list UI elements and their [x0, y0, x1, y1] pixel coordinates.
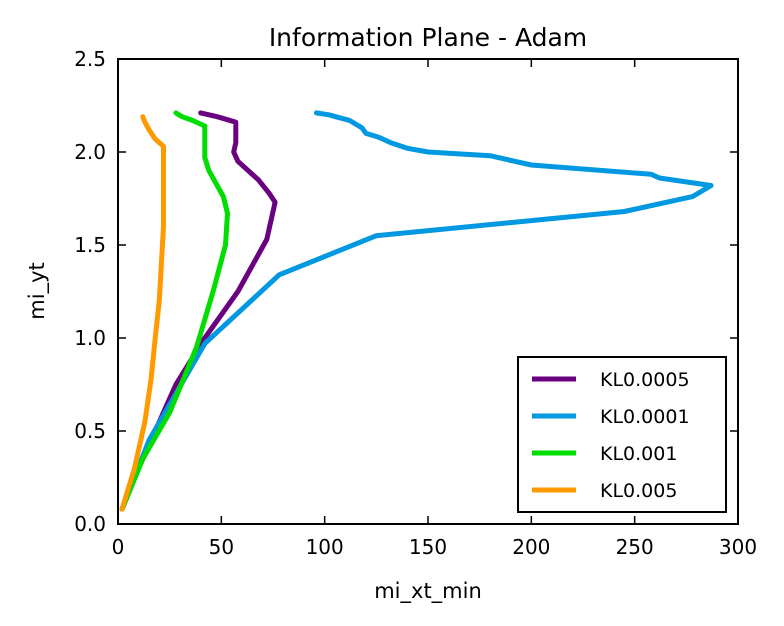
x-tick-label: 0 — [112, 535, 125, 559]
series-line-kl0-001 — [119, 110, 230, 512]
y-tick-label: 1.0 — [74, 326, 106, 350]
legend-label: KL0.005 — [600, 480, 677, 502]
y-tick-label: 0.0 — [74, 512, 106, 536]
legend-label: KL0.001 — [600, 443, 677, 465]
y-tick-label: 1.5 — [74, 233, 106, 257]
legend-label: KL0.0001 — [600, 406, 690, 428]
series-line-kl0-005 — [119, 114, 166, 512]
plot-frame — [117, 58, 739, 525]
series-line-kl0-0005 — [119, 110, 278, 512]
y-axis-label: mi_yt — [25, 262, 50, 319]
x-axis-label: mi_xt_min — [374, 579, 482, 604]
y-tick-label: 2.5 — [74, 47, 106, 71]
x-tick-label: 300 — [719, 535, 757, 559]
ticks: 0 50 100 150 200 250 300 0.0 0.5 1.0 1.5 2.0 2.5 — [74, 47, 757, 559]
x-tick-label: 200 — [512, 535, 550, 559]
series-line-kl0-0001 — [119, 110, 714, 512]
x-tick-label: 50 — [209, 535, 234, 559]
x-tick-label: 150 — [409, 535, 447, 559]
legend-label: KL0.0005 — [600, 369, 690, 391]
legend: KL0.0005 KL0.0001 KL0.001 KL0.005 — [517, 356, 727, 513]
x-tick-label: 100 — [306, 535, 344, 559]
y-tick-label: 2.0 — [74, 140, 106, 164]
chart-title: Information Plane - Adam — [269, 23, 587, 52]
y-tick-label: 0.5 — [74, 419, 106, 443]
legend-box — [517, 356, 727, 513]
plot-lines — [119, 110, 714, 512]
x-tick-label: 250 — [616, 535, 654, 559]
